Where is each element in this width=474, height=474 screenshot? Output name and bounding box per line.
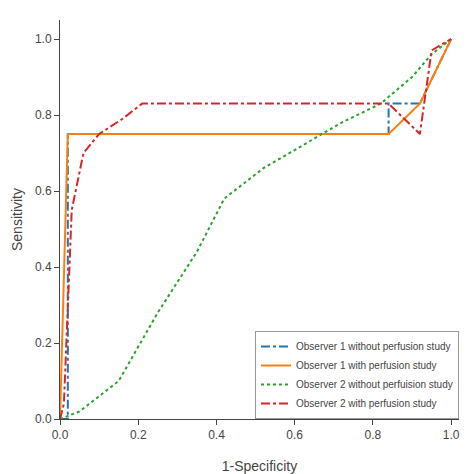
svg-text:0.6: 0.6 [286,428,303,442]
svg-text:0.4: 0.4 [35,260,52,274]
svg-text:Sensitivity: Sensitivity [9,188,25,251]
svg-text:0.2: 0.2 [35,336,52,350]
svg-text:0.2: 0.2 [130,428,147,442]
svg-text:0.8: 0.8 [365,428,382,442]
svg-text:0.0: 0.0 [52,428,69,442]
svg-text:1-Specificity: 1-Specificity [222,458,297,474]
svg-text:Observer 2 with perfusion stud: Observer 2 with perfusion study [296,398,437,409]
svg-text:1.0: 1.0 [443,428,460,442]
svg-text:Observer 2 without perfuision: Observer 2 without perfuision study [296,379,453,390]
svg-text:0.8: 0.8 [35,108,52,122]
svg-text:Observer 1 with perfusion stud: Observer 1 with perfusion study [296,360,437,371]
svg-text:0.4: 0.4 [208,428,225,442]
svg-text:Observer 1 without perfusion s: Observer 1 without perfusion study [296,341,451,352]
svg-text:0.6: 0.6 [35,184,52,198]
svg-text:0.0: 0.0 [35,412,52,426]
svg-text:1.0: 1.0 [35,32,52,46]
